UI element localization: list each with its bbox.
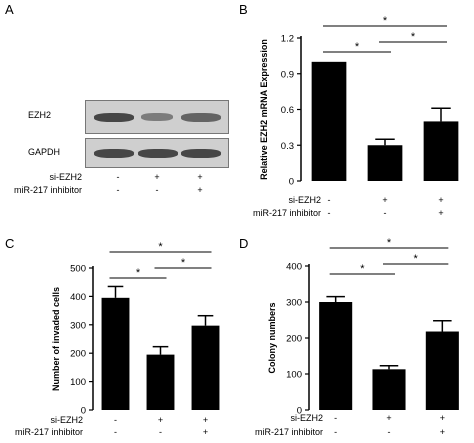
y-tick-label: 0.3: [281, 141, 294, 152]
y-axis-title: Number of invaded cells: [51, 287, 61, 391]
blot-band: [181, 149, 221, 158]
blot-ezh2: [85, 100, 229, 134]
condition-sign: -: [116, 172, 120, 182]
condition-sign: +: [438, 195, 443, 205]
y-tick-label: 200: [286, 334, 302, 345]
y-tick-label: 0.9: [281, 69, 294, 80]
bar: [101, 297, 130, 410]
condition-sign: -: [114, 427, 117, 437]
condition-sign: -: [388, 427, 391, 437]
blot-label-ezh2: EZH2: [28, 110, 52, 120]
panel-letter-c: C: [5, 236, 15, 251]
y-tick-label: 400: [286, 262, 302, 273]
y-tick-label: 0: [297, 406, 302, 417]
blot-label-gapdh: GAPDH: [28, 147, 61, 157]
condition-sign: +: [382, 195, 387, 205]
condition-sign: +: [203, 427, 208, 437]
condition-sign: -: [334, 413, 337, 423]
condition-sign: +: [440, 413, 445, 423]
condition-label: miR-217 inhibitor: [255, 427, 323, 437]
condition-sign: -: [114, 415, 117, 425]
significance-star: *: [181, 257, 186, 269]
panel-b: B 0 0.3 0.6 0.9 1.2 Relative EZH2 mRNA Expres…: [237, 0, 474, 222]
condition-label: miR-217 inhibitor: [15, 427, 83, 437]
significance-star: *: [414, 253, 419, 265]
y-tick-label: 100: [286, 370, 302, 381]
chart-d: 0 100 200 300 400 Colony numbers * * * si-EZH2 - + +…: [255, 237, 459, 437]
condition-sign: +: [438, 208, 443, 218]
condition-label: miR-217 inhibitor: [253, 208, 321, 218]
chart-c: 0 100 200 300 400 500 Number of invaded cells *…: [15, 241, 220, 437]
condition-label-si-ezh2: si-EZH2: [49, 172, 82, 182]
y-axis-title: Relative EZH2 mRNA Expression: [259, 39, 269, 180]
condition-sign: +: [386, 413, 391, 423]
panel-letter-d: D: [239, 236, 249, 251]
significance-star: *: [411, 31, 416, 43]
condition-sign: -: [116, 185, 120, 195]
condition-sign: -: [155, 185, 159, 195]
y-tick-label: 500: [70, 264, 86, 275]
condition-label: si-EZH2: [288, 195, 321, 205]
condition-sign: -: [159, 427, 162, 437]
y-tick-label: 100: [70, 377, 86, 388]
significance-star: *: [158, 241, 163, 253]
bar: [423, 121, 459, 181]
condition-sign: -: [328, 195, 331, 205]
condition-sign: +: [197, 185, 203, 195]
blot-gapdh: [85, 138, 229, 168]
bar: [191, 325, 220, 410]
condition-label: si-EZH2: [50, 415, 83, 425]
y-tick-label: 1.2: [281, 34, 294, 45]
significance-star: *: [355, 41, 360, 53]
significance-star: *: [136, 267, 141, 279]
blot-band: [181, 113, 221, 122]
condition-sign: +: [197, 172, 203, 182]
blot-band: [141, 113, 173, 121]
condition-sign: -: [328, 208, 331, 218]
y-tick-label: 200: [70, 349, 86, 360]
significance-star: *: [360, 263, 365, 275]
condition-sign: +: [203, 415, 208, 425]
significance-star: *: [387, 237, 392, 249]
y-tick-label: 0: [289, 177, 294, 188]
blot-band: [138, 149, 178, 158]
y-tick-label: 300: [286, 298, 302, 309]
chart-b: 0 0.3 0.6 0.9 1.2 Relative EZH2 mRNA Expressi…: [253, 15, 459, 218]
condition-sign: +: [440, 427, 445, 437]
y-tick-label: 0: [81, 406, 86, 417]
y-tick-label: 0.6: [281, 105, 294, 116]
panel-c: C 0 100 200 300 400 500 Number of invaded cell…: [0, 228, 237, 443]
condition-sign: +: [158, 415, 163, 425]
bar: [319, 302, 353, 410]
bar: [425, 331, 459, 410]
y-tick-label: 300: [70, 320, 86, 331]
significance-star: *: [383, 15, 388, 27]
bar: [146, 354, 175, 410]
y-tick-label: 400: [70, 292, 86, 303]
panel-a: A EZH2 GAPDH si-EZH2 - + + miR-217 inhib…: [0, 0, 230, 215]
condition-label-mir-217-inhibitor: miR-217 inhibitor: [13, 185, 82, 195]
blot-band: [94, 149, 134, 158]
condition-sign: +: [154, 172, 160, 182]
bar: [311, 61, 347, 182]
panel-letter-a: A: [5, 2, 14, 17]
bar: [372, 369, 406, 410]
y-axis-title: Colony numbers: [267, 302, 277, 373]
condition-sign: -: [334, 427, 337, 437]
condition-label: si-EZH2: [290, 413, 323, 423]
panel-d: D 0 100 200 300 400 Colony numbers * * * si-EZH2 -…: [237, 228, 474, 443]
bar: [367, 145, 403, 181]
blot-band: [94, 113, 134, 122]
condition-sign: -: [384, 208, 387, 218]
panel-letter-b: B: [239, 2, 248, 17]
